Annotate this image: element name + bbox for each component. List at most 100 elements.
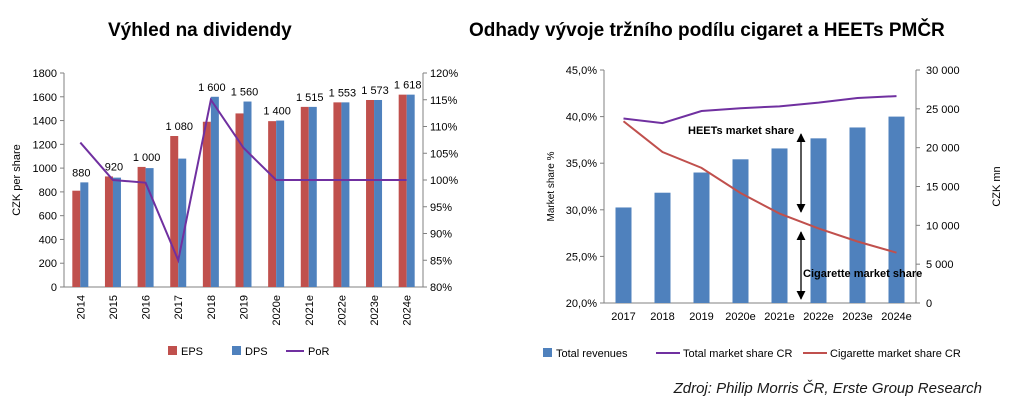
eps-bar — [170, 136, 179, 287]
x-tick-label: 2018 — [206, 295, 218, 319]
dps-data-label: 1 618 — [394, 80, 422, 92]
cigarette-annotation: Cigarette market share — [803, 268, 922, 280]
x-tick-label: 2014 — [75, 295, 87, 319]
y-tick-label: 40,0% — [566, 112, 597, 124]
chart1-title: Výhled na dividendy — [108, 20, 292, 41]
eps-bar — [104, 176, 113, 287]
eps-bar — [366, 99, 375, 287]
revenue-bar — [654, 192, 671, 303]
y2-tick-label: 10 000 — [926, 220, 960, 232]
heets-annotation: HEETs market share — [688, 125, 794, 137]
y-tick-label: 800 — [39, 187, 57, 199]
source-note: Zdroj: Philip Morris ČR, Erste Group Res… — [673, 380, 982, 397]
legend-swatch — [168, 346, 177, 355]
y-tick-label: 45,0% — [566, 65, 597, 77]
y2-tick-label: 100% — [430, 175, 458, 187]
y2-tick-label: 115% — [430, 95, 458, 107]
y2-tick-label: 20 000 — [926, 143, 960, 155]
y-axis-label: Market share % — [546, 151, 557, 221]
y-tick-label: 0 — [51, 282, 57, 294]
y2-tick-label: 110% — [430, 122, 458, 134]
y2-tick-label: 120% — [430, 68, 458, 80]
dps-bar — [80, 182, 89, 287]
dps-bar — [276, 120, 285, 287]
x-tick-label: 2022e — [803, 311, 834, 323]
legend-swatch — [232, 346, 241, 355]
y2-tick-label: 5 000 — [926, 259, 954, 271]
dps-data-label: 1 573 — [361, 85, 389, 97]
y-tick-label: 25,0% — [566, 251, 597, 263]
y-tick-label: 20,0% — [566, 298, 597, 310]
y2-axis-label: CZK mn — [991, 166, 1003, 206]
x-tick-label: 2015 — [108, 295, 120, 319]
y-tick-label: 35,0% — [566, 158, 597, 170]
dps-bar — [374, 99, 383, 287]
revenue-bar — [693, 172, 710, 303]
legend-label: Total market share CR — [683, 348, 792, 360]
dps-data-label: 1 080 — [165, 121, 193, 133]
y-tick-label: 1600 — [33, 92, 57, 104]
revenue-bar — [849, 127, 866, 304]
y2-tick-label: 30 000 — [926, 65, 960, 77]
dps-bar — [406, 94, 415, 287]
x-tick-label: 2024e — [881, 311, 912, 323]
dps-bar — [308, 106, 317, 287]
eps-bar — [72, 190, 81, 287]
revenue-bar — [810, 138, 827, 303]
eps-bar — [235, 113, 244, 287]
y2-tick-label: 95% — [430, 202, 452, 214]
y-tick-label: 30,0% — [566, 205, 597, 217]
chart2-title: Odhady vývoje tržního podílu cigaret a H… — [469, 20, 945, 41]
total-share-line — [623, 95, 897, 125]
dps-bar — [341, 102, 350, 287]
dps-data-label: 880 — [72, 167, 90, 179]
dps-data-label: 1 553 — [329, 87, 357, 99]
x-tick-label: 2016 — [141, 295, 153, 319]
x-tick-label: 2023e — [842, 311, 873, 323]
x-tick-label: 2020e — [271, 295, 283, 326]
legend-swatch — [543, 348, 552, 357]
eps-bar — [398, 94, 407, 287]
dps-data-label: 1 000 — [133, 152, 161, 164]
x-tick-label: 2017 — [173, 295, 185, 319]
cigarette-share-line — [622, 120, 897, 254]
x-tick-label: 2020e — [725, 311, 756, 323]
x-tick-label: 2019 — [239, 295, 251, 319]
dps-data-label: 920 — [105, 161, 123, 173]
y-tick-label: 400 — [39, 234, 57, 246]
legend-label: Total revenues — [556, 348, 628, 360]
dps-data-label: 1 515 — [296, 92, 324, 104]
legend-label: EPS — [181, 346, 203, 358]
y2-tick-label: 25 000 — [926, 104, 960, 116]
y2-tick-label: 15 000 — [926, 182, 960, 194]
y-tick-label: 1200 — [33, 139, 57, 151]
y-tick-label: 1400 — [33, 116, 57, 128]
x-tick-label: 2018 — [650, 311, 674, 323]
dps-data-label: 1 560 — [231, 87, 259, 99]
legend-label: Cigarette market share CR — [830, 348, 961, 360]
y-tick-label: 600 — [39, 211, 57, 223]
por-line — [79, 97, 407, 264]
y2-tick-label: 90% — [430, 229, 452, 241]
dps-data-label: 1 400 — [263, 106, 291, 118]
x-tick-label: 2021e — [304, 295, 316, 326]
market-share-chart: 20,0% 25,0% 30,0% 35,0% 40,0% 45,0% 0 5 000 10 0… — [543, 65, 1003, 360]
legend-label: PoR — [308, 346, 329, 358]
y2-tick-label: 85% — [430, 255, 452, 267]
dps-bar — [112, 177, 121, 287]
revenue-bar — [615, 207, 632, 303]
dps-bar — [243, 101, 252, 288]
y2-tick-label: 0 — [926, 298, 932, 310]
eps-bar — [202, 121, 211, 287]
eps-bar — [333, 102, 342, 287]
eps-bar — [300, 106, 309, 287]
y-axis-label: CZK per share — [11, 144, 23, 216]
x-tick-label: 2024e — [402, 295, 414, 326]
dps-data-label: 1 600 — [198, 82, 226, 94]
y-tick-label: 1800 — [33, 68, 57, 80]
y-tick-label: 200 — [39, 258, 57, 270]
x-tick-label: 2017 — [611, 311, 635, 323]
revenue-bar — [888, 116, 905, 303]
legend-label: DPS — [245, 346, 268, 358]
x-tick-label: 2021e — [764, 311, 795, 323]
